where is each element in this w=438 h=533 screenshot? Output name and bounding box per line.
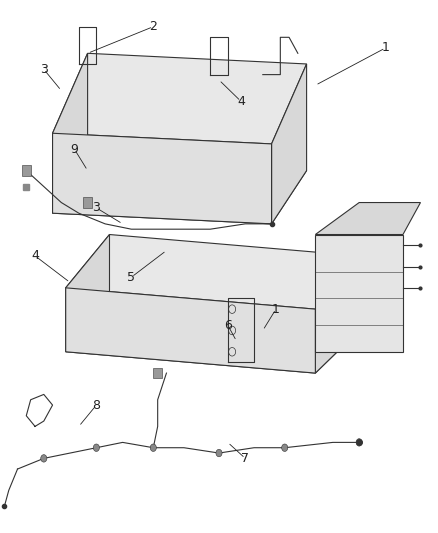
- Bar: [153, 368, 162, 378]
- Text: 4: 4: [31, 249, 39, 262]
- Polygon shape: [66, 288, 315, 373]
- Circle shape: [93, 444, 99, 451]
- Polygon shape: [315, 203, 420, 235]
- Text: 3: 3: [40, 63, 48, 76]
- Circle shape: [282, 444, 288, 451]
- Polygon shape: [53, 133, 272, 224]
- Text: 4: 4: [237, 95, 245, 108]
- Polygon shape: [66, 235, 359, 309]
- Text: 7: 7: [241, 452, 249, 465]
- Text: 6: 6: [224, 319, 232, 332]
- Polygon shape: [315, 256, 359, 373]
- Text: 2: 2: [149, 20, 157, 33]
- Polygon shape: [53, 160, 307, 224]
- Circle shape: [150, 444, 156, 451]
- Text: 8: 8: [92, 399, 100, 411]
- Polygon shape: [53, 53, 88, 213]
- Text: 5: 5: [127, 271, 135, 284]
- Text: 1: 1: [381, 42, 389, 54]
- Polygon shape: [66, 309, 359, 373]
- Circle shape: [41, 455, 47, 462]
- Circle shape: [356, 439, 362, 446]
- Polygon shape: [66, 235, 110, 352]
- Text: 9: 9: [71, 143, 78, 156]
- Text: 1: 1: [272, 303, 280, 316]
- Circle shape: [216, 449, 222, 457]
- Bar: [83, 197, 92, 208]
- Text: 3: 3: [92, 201, 100, 214]
- Polygon shape: [272, 64, 307, 224]
- Polygon shape: [53, 53, 307, 144]
- Bar: [22, 165, 31, 176]
- Polygon shape: [315, 235, 403, 352]
